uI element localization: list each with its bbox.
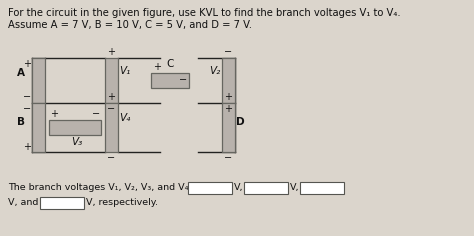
- Bar: [105, 103, 118, 152]
- Text: V, respectively.: V, respectively.: [86, 198, 158, 207]
- Bar: [188, 182, 232, 194]
- Bar: [222, 103, 235, 152]
- Text: −: −: [23, 92, 31, 102]
- Bar: [300, 182, 344, 194]
- Text: C: C: [166, 59, 173, 69]
- Text: −: −: [92, 109, 100, 119]
- Text: +: +: [153, 62, 161, 72]
- Text: −: −: [107, 153, 115, 163]
- Text: V, and: V, and: [8, 198, 38, 207]
- Text: A: A: [17, 68, 25, 78]
- Bar: [40, 197, 84, 209]
- Bar: [151, 73, 189, 88]
- Text: −: −: [23, 104, 31, 114]
- Text: +: +: [107, 92, 115, 102]
- Text: V₁: V₁: [119, 66, 130, 76]
- Text: D: D: [236, 117, 245, 127]
- Text: +: +: [224, 104, 232, 114]
- Text: The branch voltages V₁, V₂, V₃, and V₄ are: The branch voltages V₁, V₂, V₃, and V₄ a…: [8, 183, 207, 192]
- Text: +: +: [107, 47, 115, 57]
- Text: V,: V,: [290, 183, 300, 192]
- Text: −: −: [224, 153, 232, 163]
- Text: +: +: [50, 109, 58, 119]
- Bar: [32, 103, 45, 152]
- Text: +: +: [224, 92, 232, 102]
- Text: V₃: V₃: [72, 137, 82, 147]
- Text: V₄: V₄: [119, 113, 130, 123]
- Bar: [32, 58, 45, 103]
- Text: −: −: [179, 75, 187, 85]
- Bar: [105, 58, 118, 103]
- Bar: [244, 182, 288, 194]
- Bar: [49, 120, 101, 135]
- Text: For the circuit in the given figure, use KVL to find the branch voltages V₁ to V: For the circuit in the given figure, use…: [8, 8, 401, 18]
- Text: Assume A = 7 V, B = 10 V, C = 5 V, and D = 7 V.: Assume A = 7 V, B = 10 V, C = 5 V, and D…: [8, 20, 252, 30]
- Text: V,: V,: [234, 183, 244, 192]
- Bar: [222, 58, 235, 103]
- Text: −: −: [224, 47, 232, 57]
- Text: +: +: [23, 59, 31, 69]
- Text: B: B: [17, 117, 25, 127]
- Text: V₂: V₂: [209, 66, 220, 76]
- Text: −: −: [107, 104, 115, 114]
- Text: +: +: [23, 142, 31, 152]
